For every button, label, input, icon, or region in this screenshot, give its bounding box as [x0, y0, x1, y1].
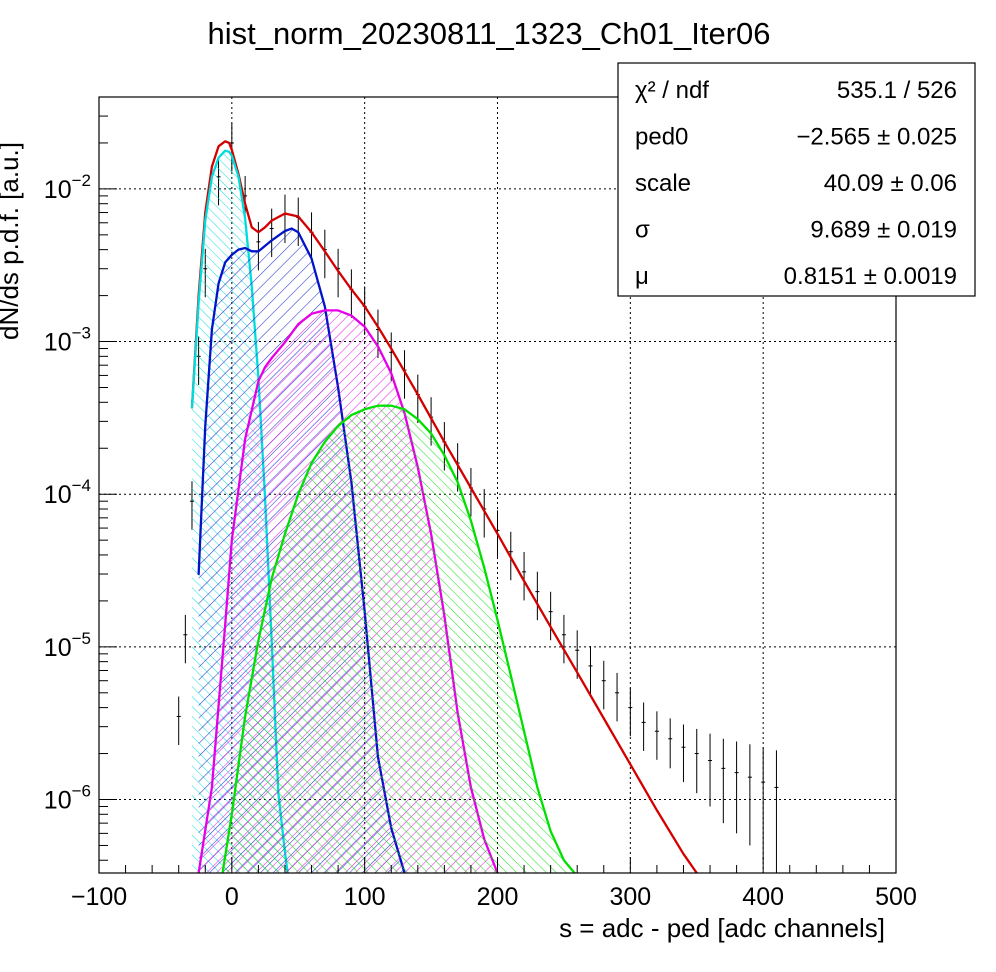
stats-value: −2.565 ± 0.025	[796, 124, 957, 151]
y-tick-label: 10−6	[44, 782, 91, 815]
y-tick-base: 10	[44, 481, 72, 509]
y-tick-base: 10	[44, 634, 72, 662]
x-tick-label: 500	[875, 883, 917, 911]
y-tick-exponent: −2	[72, 171, 91, 190]
stats-label: χ² / ndf	[635, 77, 709, 104]
series-layer	[176, 123, 779, 873]
stats-label: σ	[635, 217, 650, 244]
series-group	[190, 140, 698, 873]
stats-value: 0.8151 ± 0.0019	[784, 263, 957, 290]
stats-label: ped0	[635, 124, 688, 151]
stats-label: μ	[635, 263, 649, 290]
x-axis-label: s = adc - ped [adc channels]	[559, 913, 885, 943]
y-tick-exponent: −3	[72, 324, 91, 343]
y-tick-base: 10	[44, 176, 72, 204]
stats-value: 535.1 / 526	[837, 77, 957, 104]
x-tick-label: 300	[609, 883, 651, 911]
y-axis-label: dN/ds p.d.f. [a.u.]	[0, 142, 24, 340]
y-tick-exponent: −6	[72, 782, 91, 801]
y-tick-exponent: −4	[72, 476, 91, 495]
y-tick-exponent: −5	[72, 629, 91, 648]
series-line	[221, 404, 576, 873]
stats-value: 40.09 ± 0.06	[824, 170, 957, 197]
y-tick-base: 10	[44, 329, 72, 357]
y-tick-label: 10−2	[44, 171, 91, 204]
x-tick-label: 200	[477, 883, 519, 911]
y-tick-base: 10	[44, 787, 72, 815]
y-tick-label: 10−5	[44, 629, 91, 662]
stats-box-frame	[617, 62, 976, 297]
stats-label: scale	[635, 170, 691, 197]
y-tick-label: 10−4	[44, 476, 91, 509]
x-tick-label: 0	[225, 883, 239, 911]
chart-title: hist_norm_20230811_1323_Ch01_Iter06	[207, 16, 770, 51]
series-group	[221, 404, 576, 873]
y-tick-label: 10−3	[44, 324, 91, 357]
x-tick-label: 400	[742, 883, 784, 911]
stats-box: χ² / ndf 535.1 / 526 ped0 −2.565 ± 0.025 sca…	[617, 62, 976, 297]
stats-value: 9.689 ± 0.019	[810, 217, 957, 244]
x-tick-label: 100	[344, 883, 386, 911]
series-line	[190, 140, 698, 873]
series-hatch-fill	[222, 405, 575, 873]
x-tick-label: −100	[71, 883, 127, 911]
